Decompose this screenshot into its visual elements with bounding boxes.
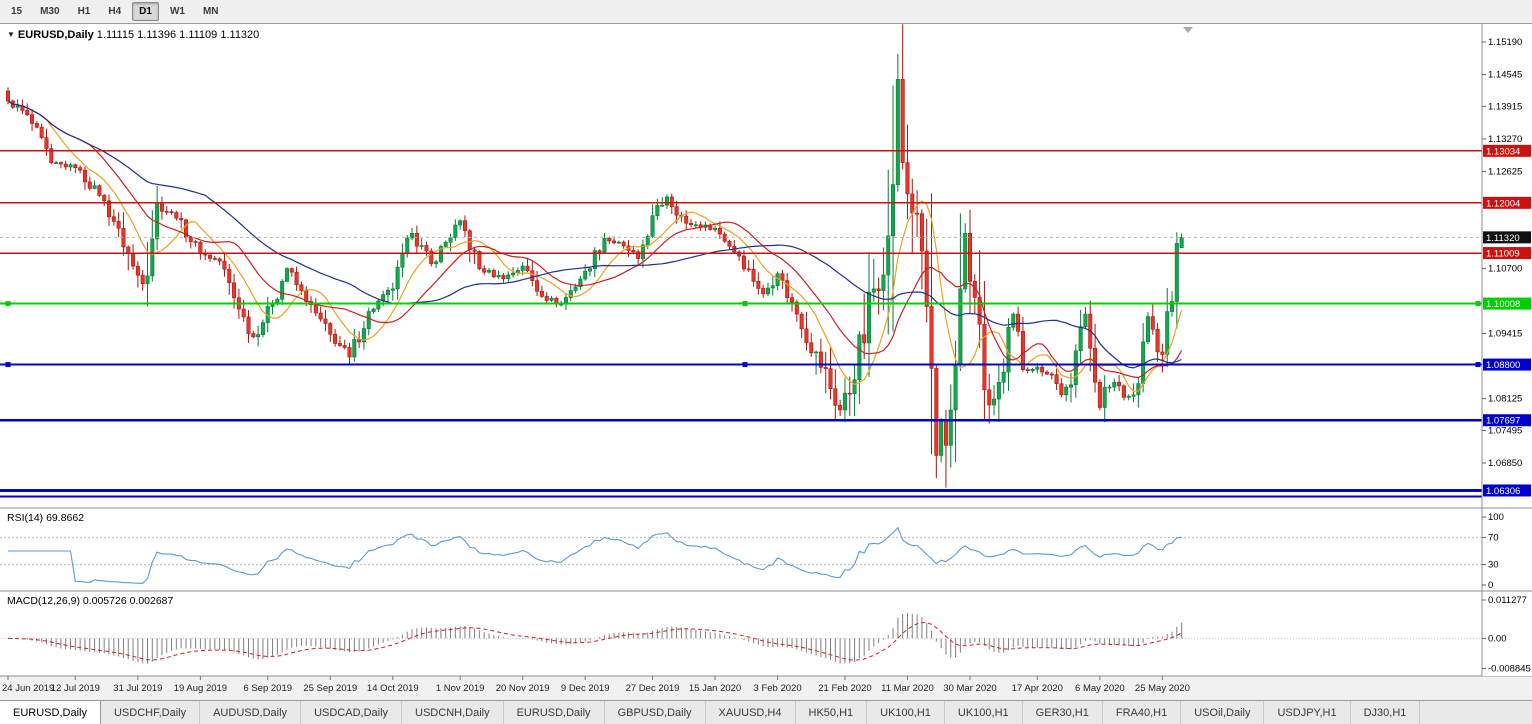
svg-text:1.10008: 1.10008 [1486,299,1520,310]
line-handle[interactable] [742,362,748,368]
price-tick-label: 1.13915 [1488,101,1522,112]
chart-tab-FRA40-H1[interactable]: FRA40,H1 [1102,701,1182,724]
price-tick-label: 1.09415 [1488,329,1522,340]
date-label: 1 Nov 2019 [436,683,485,694]
chart-tab-USDCNH-Daily[interactable]: USDCNH,Daily [402,701,504,724]
price-level-badge [1483,247,1531,260]
chart-tab-HK50-H1[interactable]: HK50,H1 [795,701,868,724]
svg-text:1.11320: 1.11320 [1486,233,1520,244]
line-handle[interactable] [5,301,11,307]
svg-text:1.11009: 1.11009 [1486,249,1520,260]
price-axis[interactable] [1482,24,1532,676]
date-label: 20 Nov 2019 [496,683,550,694]
chart-tab-USDCHF-Daily[interactable]: USDCHF,Daily [100,701,201,724]
date-label: 19 Aug 2019 [174,683,227,694]
date-label: 6 Sep 2019 [243,683,292,694]
date-label: 31 Jul 2019 [113,683,162,694]
date-label: 24 Jun 2019 [2,683,54,694]
price-level-badge [1483,484,1531,497]
date-label: 17 Apr 2020 [1012,683,1063,694]
svg-text:1.07697: 1.07697 [1486,416,1520,427]
timeframe-button-MN[interactable]: MN [202,6,219,17]
svg-text:1.12004: 1.12004 [1486,198,1520,209]
chart-tab-DJ30-H1[interactable]: DJ30,H1 [1350,701,1421,724]
moving-average-lines [7,100,1183,392]
chart-tab-AUDUSD-Daily[interactable]: AUDUSD,Daily [200,701,302,724]
timeframe-button-H1[interactable]: H1 [77,6,91,17]
chart-tab-UK100-H1[interactable]: UK100,H1 [944,701,1023,724]
svg-text:1.06306: 1.06306 [1486,486,1520,497]
price-level-badge [1483,414,1531,427]
price-level-badge [1483,196,1531,209]
macd-axis-label: 0.011277 [1488,595,1527,606]
chart-shift-marker[interactable] [1183,27,1193,33]
price-tick-label: 1.15190 [1488,37,1522,48]
chart-tab-GER30-H1[interactable]: GER30,H1 [1022,701,1103,724]
macd-axis-label: 0.00 [1488,633,1507,644]
date-label: 11 Mar 2020 [881,683,934,694]
chart-tab-XAUUSD-H4[interactable]: XAUUSD,H4 [705,701,796,724]
date-label: 27 Dec 2019 [626,683,680,694]
date-label: 6 May 2020 [1075,683,1125,694]
price-tick-label: 1.13270 [1488,134,1522,145]
date-axis-strip [0,676,1532,700]
price-level-badge [1483,144,1531,157]
date-label: 25 May 2020 [1135,683,1190,694]
svg-text:1.13034: 1.13034 [1486,146,1520,157]
date-label: 3 Feb 2020 [754,683,802,694]
ma-line-42 [7,100,1182,369]
date-label: 30 Mar 2020 [943,683,996,694]
chart-area[interactable]: 1.15190 1.14545 1.13915 1.13270 1.12625 1.107… [0,24,1532,700]
current-price-badge [1483,231,1531,244]
chart-tab-EURUSD-Daily[interactable]: EURUSD,Daily [503,701,605,724]
line-handle[interactable] [1475,362,1481,368]
price-tick-label: 1.07495 [1488,425,1522,436]
price-tick-label: 1.08125 [1488,394,1522,405]
chart-tab-EURUSD-Daily[interactable]: EURUSD,Daily [0,701,101,724]
rsi-line [8,526,1182,584]
chart-tab-USDJPY-H1[interactable]: USDJPY,H1 [1264,701,1351,724]
timeframe-button-W1[interactable]: W1 [169,6,185,17]
price-tick-label: 1.14545 [1488,70,1522,81]
ma-line-18 [7,100,1183,379]
price-tick-label: 1.10700 [1488,264,1522,275]
timeframe-button-M30[interactable]: M30 [40,6,60,17]
date-label: 15 Jan 2020 [689,683,741,694]
line-handle[interactable] [742,301,748,307]
price-chart-canvas[interactable]: 1.15190 1.14545 1.13915 1.13270 1.12625 1.107… [0,24,1532,700]
chart-tab-USOil-Daily[interactable]: USOil,Daily [1181,701,1265,724]
date-label: 9 Dec 2019 [561,683,610,694]
date-label: 21 Feb 2020 [818,683,871,694]
chart-tab-bar: EURUSD,Daily USDCHF,Daily AUDUSD,Daily USDC… [0,700,1532,724]
rsi-axis-label: 100 [1488,512,1504,523]
rsi-axis-label: 30 [1488,560,1499,571]
macd-axis-label: -0.008845 [1488,664,1531,675]
timeframe-button-15[interactable]: 15 [11,6,23,17]
chart-tab-UK100-H1[interactable]: UK100,H1 [867,701,945,724]
price-level-badge [1483,297,1531,310]
price-tick-label: 1.06850 [1488,458,1522,469]
rsi-axis-label: 0 [1488,580,1493,591]
timeframe-button-D1[interactable]: D1 [132,2,159,21]
rsi-axis-label: 70 [1488,532,1499,543]
line-handle[interactable] [5,362,11,368]
svg-text:1.08800: 1.08800 [1486,360,1520,371]
date-label: 25 Sep 2019 [303,683,357,694]
candlestick-series [6,24,1184,488]
timeframe-button-H4[interactable]: H4 [108,6,122,17]
date-label: 12 Jul 2019 [51,683,100,694]
macd-series [7,613,1183,664]
date-label: 14 Oct 2019 [367,683,419,694]
chart-tab-USDCAD-Daily[interactable]: USDCAD,Daily [301,701,403,724]
timeframe-toolbar: 15 M30 H1 H4 D1 W1 MN [0,0,1532,24]
line-handle[interactable] [1475,301,1481,307]
price-level-badge [1483,358,1531,371]
chart-tab-GBPUSD-Daily[interactable]: GBPUSD,Daily [604,701,706,724]
price-tick-label: 1.12625 [1488,166,1522,177]
